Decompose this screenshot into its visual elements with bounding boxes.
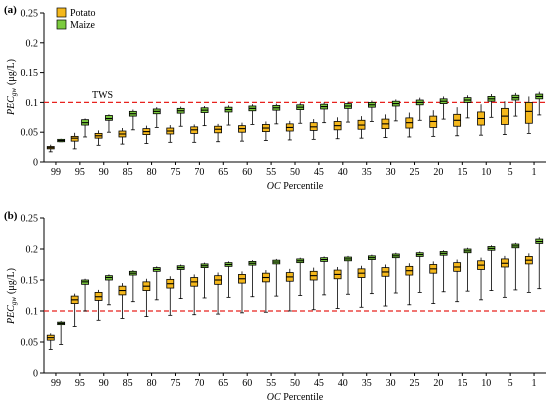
x-tick-label: 50 [290, 378, 300, 389]
y-tick-label: 0.1 [26, 98, 39, 109]
x-tick-label: 30 [386, 167, 396, 178]
x-tick-label: 55 [266, 378, 276, 389]
panel-b-x-label: OC Percentile [267, 392, 324, 403]
panel-b-x-ticks: 99 95 90 85 80 75 70 65 60 55 50 45 40 35 30 25 20 15 10 5 1 [51, 373, 537, 389]
y-tick-label: 0 [33, 369, 38, 380]
legend-label-maize: Maize [70, 20, 96, 31]
y-tick-label: 0.05 [21, 338, 39, 349]
x-tick-label: 40 [338, 378, 348, 389]
x-tick-label: 50 [290, 167, 300, 178]
x-tick-label: 55 [266, 167, 276, 178]
panel-a-y-label-unit: (μg/L) [6, 59, 17, 85]
x-tick-label: 75 [170, 378, 180, 389]
panel-b-x-label-rest: Percentile [281, 392, 324, 403]
x-tick-label: 15 [457, 167, 467, 178]
legend-label-potato: Potato [70, 8, 96, 19]
box-potato [70, 135, 79, 142]
x-tick-label: 60 [242, 167, 252, 178]
x-tick-label: 45 [314, 378, 324, 389]
x-tick-label: 60 [242, 378, 252, 389]
panel-a-y-label: PECgw (μg/L) [6, 59, 18, 116]
x-tick-label: 15 [457, 378, 467, 389]
x-tick-label: 75 [170, 167, 180, 178]
x-tick-label: 20 [433, 378, 443, 389]
panel-b: (b) 0 0.05 0.1 0.15 0.2 0.25 99 95 90 85 80 75 70 65… [4, 210, 546, 403]
panel-a-x-label-main: OC [267, 181, 281, 192]
x-tick-label: 85 [123, 167, 133, 178]
panel-b-boxes [46, 237, 544, 350]
x-tick-label: 99 [51, 167, 61, 178]
x-tick-label: 5 [508, 378, 513, 389]
panel-a-x-label: OC Percentile [267, 181, 324, 192]
y-tick-label: 0.15 [21, 276, 39, 287]
x-tick-label: 80 [147, 167, 157, 178]
x-tick-label: 45 [314, 167, 324, 178]
box-maize [105, 115, 113, 121]
x-tick-label: 25 [410, 167, 420, 178]
panel-a-threshold-label: TWS [92, 90, 113, 101]
x-tick-label: 35 [362, 378, 372, 389]
x-tick-label: 1 [532, 167, 537, 178]
panel-b-label: (b) [4, 210, 18, 222]
y-tick-label: 0.2 [26, 245, 39, 256]
x-tick-label: 90 [99, 378, 109, 389]
x-tick-label: 65 [218, 378, 228, 389]
y-tick-label: 0.2 [26, 38, 39, 49]
x-tick-label: 65 [218, 167, 228, 178]
x-tick-label: 25 [410, 378, 420, 389]
panel-a-x-label-rest: Percentile [281, 181, 324, 192]
x-tick-label: 70 [194, 378, 204, 389]
panel-b-y-ticks: 0 0.05 0.1 0.15 0.2 0.25 [21, 214, 44, 380]
x-tick-label: 10 [481, 167, 491, 178]
x-tick-label: 10 [481, 378, 491, 389]
y-tick-label: 0.1 [26, 307, 39, 318]
panel-b-y-label: PECgw (μg/L) [6, 268, 18, 325]
legend-swatch-potato [56, 7, 67, 18]
x-tick-label: 1 [532, 378, 537, 389]
x-tick-label: 95 [75, 167, 85, 178]
y-tick-label: 0 [33, 158, 38, 169]
panel-a: (a) 0 0.05 0.1 0.15 0.2 0.25 99 95 90 85 80 75 70 65… [4, 4, 546, 192]
x-tick-label: 70 [194, 167, 204, 178]
panel-a-label: (a) [4, 4, 17, 16]
x-tick-label: 5 [508, 167, 513, 178]
y-tick-label: 0.25 [21, 9, 39, 20]
y-tick-label: 0.25 [21, 214, 39, 225]
y-tick-label: 0.05 [21, 128, 39, 139]
panel-a-x-ticks: 99 95 90 85 80 75 70 65 60 55 50 45 40 35 30 25 20 15 10 5 1 [51, 162, 537, 178]
x-tick-label: 40 [338, 167, 348, 178]
panel-b-y-label-unit: (μg/L) [6, 268, 17, 294]
panel-a-boxes [46, 91, 544, 153]
panel-a-y-label-sub: gw [10, 88, 18, 97]
x-tick-label: 90 [99, 167, 109, 178]
x-tick-label: 80 [147, 378, 157, 389]
panel-b-y-label-main: PEC [6, 305, 17, 325]
x-tick-label: 99 [51, 378, 61, 389]
panel-b-y-label-sub: gw [10, 297, 18, 306]
x-tick-label: 20 [433, 167, 443, 178]
panel-a-y-ticks: 0 0.05 0.1 0.15 0.2 0.25 [21, 9, 44, 169]
x-tick-label: 85 [123, 378, 133, 389]
x-tick-label: 30 [386, 378, 396, 389]
box-potato [524, 102, 533, 124]
x-tick-label: 95 [75, 378, 85, 389]
panel-a-y-label-main: PEC [6, 96, 17, 116]
legend-swatch-maize [56, 19, 67, 30]
y-tick-label: 0.15 [21, 68, 39, 79]
x-tick-label: 35 [362, 167, 372, 178]
panel-b-x-label-main: OC [267, 392, 281, 403]
panel-a-legend: Potato Maize [56, 7, 96, 31]
